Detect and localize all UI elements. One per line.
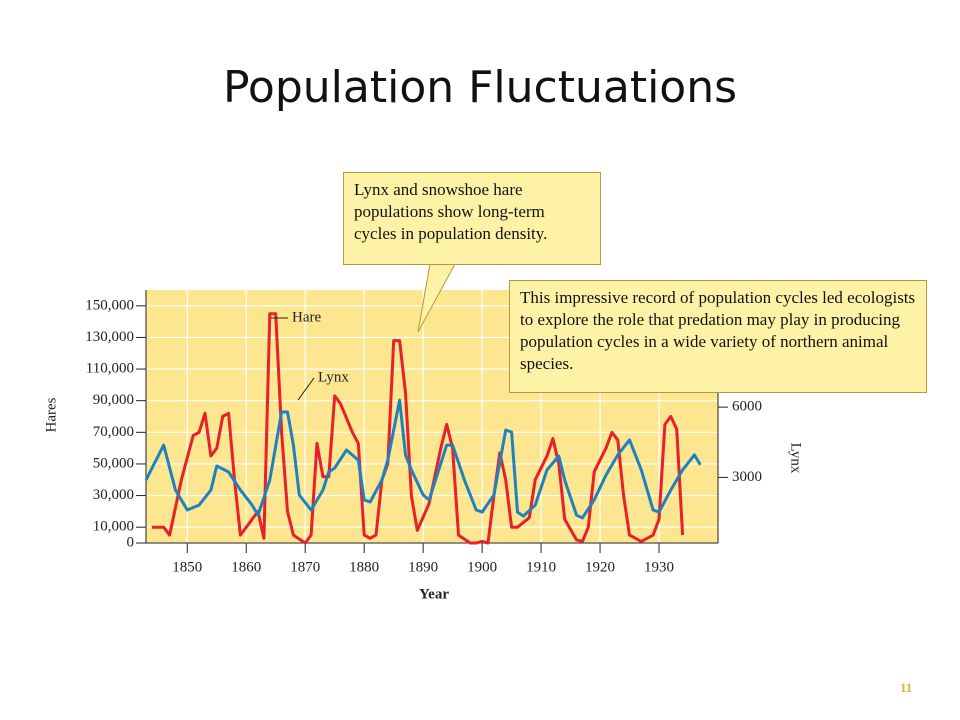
series-line	[144, 398, 702, 520]
y2-axis-label: Lynx	[788, 443, 804, 474]
y-tick-label: 110,000	[86, 361, 134, 377]
x-tick-label: 1910	[526, 559, 556, 575]
series-line	[151, 312, 685, 545]
x-tick-label: 1920	[585, 559, 615, 575]
page-number: 11	[900, 680, 913, 695]
y-tick-label: 50,000	[93, 455, 134, 471]
x-tick-label: 1850	[172, 559, 202, 575]
y-tick-label: 90,000	[93, 392, 134, 408]
y-tick-label: 70,000	[93, 424, 134, 440]
x-tick-label: 1880	[349, 559, 379, 575]
y-tick-label: 130,000	[85, 329, 134, 345]
x-tick-label: 1860	[231, 559, 261, 575]
callout: Lynx and snowshoe hare populations show …	[343, 172, 601, 265]
callout: This impressive record of population cyc…	[509, 280, 927, 393]
y2-tick-label: 3000	[732, 469, 762, 485]
y-tick-label: 0	[127, 534, 135, 550]
x-tick-label: 1890	[408, 559, 438, 575]
y-tick-label: 10,000	[93, 519, 134, 535]
label-leader	[297, 377, 315, 401]
y-tick-label: 30,000	[93, 487, 134, 503]
y2-tick-label: 6000	[732, 399, 762, 415]
x-tick-label: 1870	[290, 559, 320, 575]
x-tick-label: 1900	[467, 559, 497, 575]
y-axis-label: Hares	[43, 397, 59, 432]
slide-title: Population Fluctuations	[222, 62, 738, 113]
x-tick-label: 1930	[644, 559, 674, 575]
x-axis-label: Year	[419, 586, 449, 602]
legend-label: Lynx	[318, 369, 349, 385]
y-tick-label: 150,000	[85, 297, 134, 313]
legend-label: Hare	[292, 309, 321, 325]
